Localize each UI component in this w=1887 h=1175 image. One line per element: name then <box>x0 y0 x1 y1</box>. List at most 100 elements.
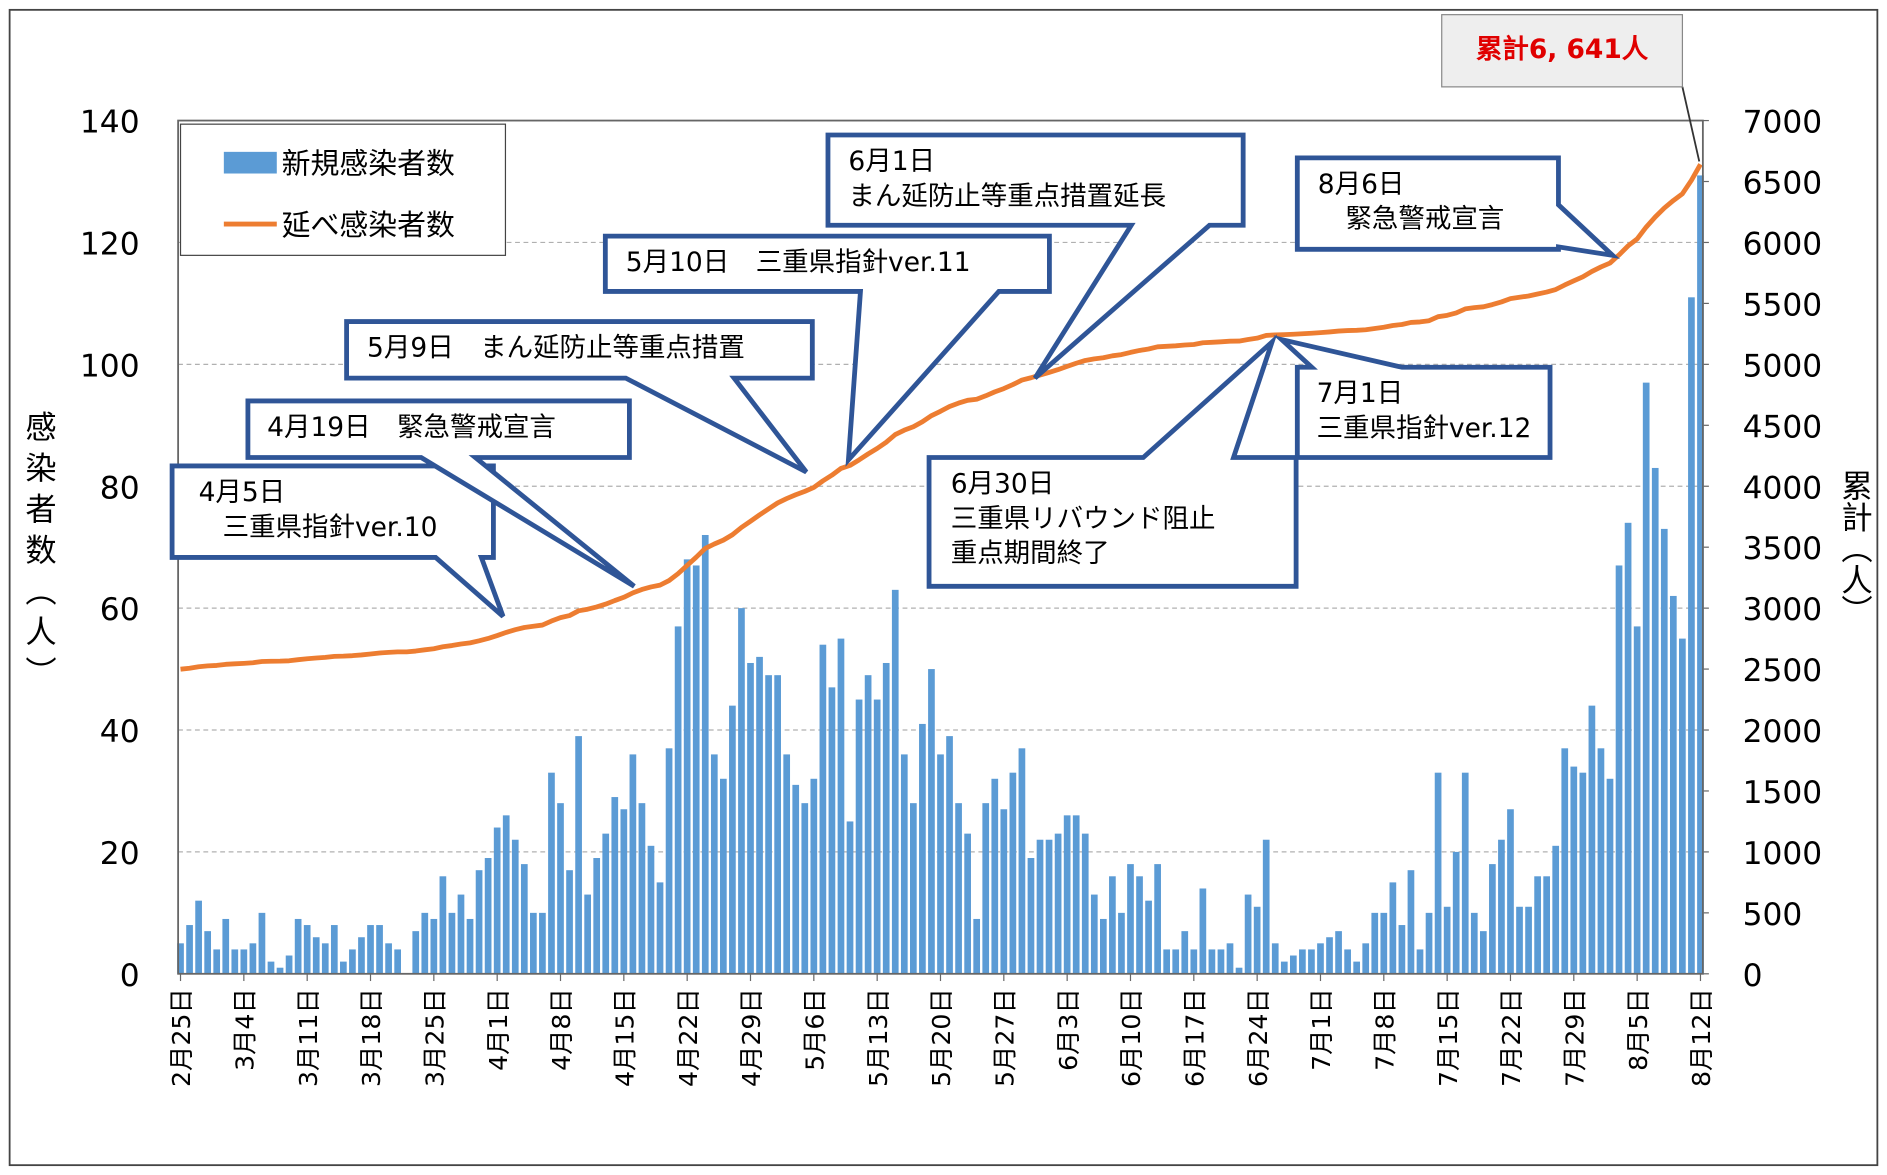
bar <box>1099 918 1107 974</box>
x-tick-label: 6月24日 <box>1244 988 1273 1087</box>
annotation-text: 4月5日 <box>199 477 286 508</box>
bar <box>376 925 383 974</box>
bar <box>1507 809 1514 974</box>
y2-tick-label: 6500 <box>1743 166 1823 202</box>
annotation-text: まん延防止等重点措置延長 <box>848 181 1166 212</box>
bar <box>982 803 990 974</box>
x-tick-label: 6月3日 <box>1054 988 1083 1071</box>
bar <box>801 803 809 974</box>
bar <box>539 912 546 974</box>
bar <box>231 949 239 974</box>
bar <box>502 815 510 974</box>
y2-tick-label: 7000 <box>1743 105 1823 141</box>
bar <box>1271 943 1279 974</box>
bar <box>1208 949 1216 974</box>
y2-tick-label: 3500 <box>1743 531 1823 567</box>
annotation-text: 重点期間終了 <box>951 538 1110 569</box>
legend-swatch <box>223 151 277 174</box>
bar <box>656 882 664 974</box>
bar <box>611 797 619 974</box>
x-tick-label: 2月25日 <box>167 988 196 1087</box>
bar <box>819 644 827 974</box>
bar <box>919 723 926 974</box>
bar <box>1235 967 1243 974</box>
y2-tick-label: 1000 <box>1743 836 1823 872</box>
x-tick-label: 4月15日 <box>610 988 639 1087</box>
bar <box>1425 912 1433 974</box>
y-tick-label: 80 <box>100 470 140 506</box>
x-tick-label: 3月18日 <box>357 988 386 1087</box>
bar <box>285 955 293 974</box>
bar <box>330 925 338 974</box>
bar <box>1669 595 1677 974</box>
bar <box>692 565 700 974</box>
bar <box>638 803 646 974</box>
bar <box>1118 912 1125 974</box>
bar <box>240 949 248 974</box>
bar <box>946 736 953 974</box>
bar <box>873 699 881 974</box>
x-tick-label: 7月15日 <box>1434 988 1463 1087</box>
bar <box>1127 864 1134 974</box>
bar <box>1443 906 1451 974</box>
bar <box>1000 809 1008 974</box>
x-tick-label: 6月10日 <box>1117 988 1146 1087</box>
annotation-text: 6月1日 <box>848 146 935 177</box>
y2-tick-label: 4000 <box>1743 470 1823 506</box>
bar <box>765 675 772 974</box>
total-box <box>1441 14 1684 88</box>
bar <box>683 559 691 974</box>
bar <box>1624 522 1632 974</box>
bar <box>1109 876 1116 974</box>
bar <box>1353 961 1361 974</box>
bar <box>1335 931 1342 974</box>
y2-tick-label: 1500 <box>1743 775 1823 811</box>
bar <box>964 833 971 974</box>
total-label: 累計6, 641人 <box>1476 34 1649 65</box>
bar <box>855 699 863 974</box>
bar <box>1561 748 1569 974</box>
bar <box>1036 839 1044 974</box>
bar <box>448 912 456 974</box>
bar <box>1172 949 1180 974</box>
annotation-text: 5月10日 三重県指針ver.11 <box>626 247 971 278</box>
bar <box>710 754 718 974</box>
y-tick-label: 20 <box>100 836 140 872</box>
bar <box>466 918 474 974</box>
bar <box>1380 912 1388 974</box>
x-tick-label: 4月29日 <box>737 988 766 1087</box>
bar <box>900 754 908 974</box>
line <box>180 163 1703 672</box>
x-tick-label: 3月11日 <box>294 988 323 1087</box>
bar <box>1045 839 1053 974</box>
bar <box>566 870 573 974</box>
bar <box>1280 961 1288 974</box>
bar <box>783 754 791 974</box>
bar <box>1217 949 1225 974</box>
callout-box <box>602 233 1052 467</box>
bar <box>1154 864 1161 974</box>
bar <box>1226 943 1234 974</box>
bar <box>321 943 329 974</box>
y2-tick-label: 500 <box>1743 897 1803 933</box>
annotation-text: 6月30日 <box>951 468 1054 499</box>
x-tick-label: 7月29日 <box>1560 988 1589 1087</box>
callout-box <box>1273 335 1553 460</box>
bar <box>204 931 212 974</box>
bar <box>729 705 736 974</box>
bar <box>1579 772 1587 974</box>
bar <box>1262 839 1270 974</box>
bar <box>1552 845 1560 974</box>
bar <box>937 754 944 974</box>
bar <box>1588 705 1596 974</box>
y-tick-label: 140 <box>80 105 140 141</box>
bars <box>177 175 1704 974</box>
x-tick-label: 5月27日 <box>990 988 1019 1087</box>
callout-box <box>245 398 636 589</box>
bar <box>1244 894 1252 974</box>
y2-tick-label: 5000 <box>1743 348 1823 384</box>
legend-label: 延べ感染者数 <box>282 208 455 242</box>
bar <box>973 918 981 974</box>
bar <box>484 858 492 974</box>
